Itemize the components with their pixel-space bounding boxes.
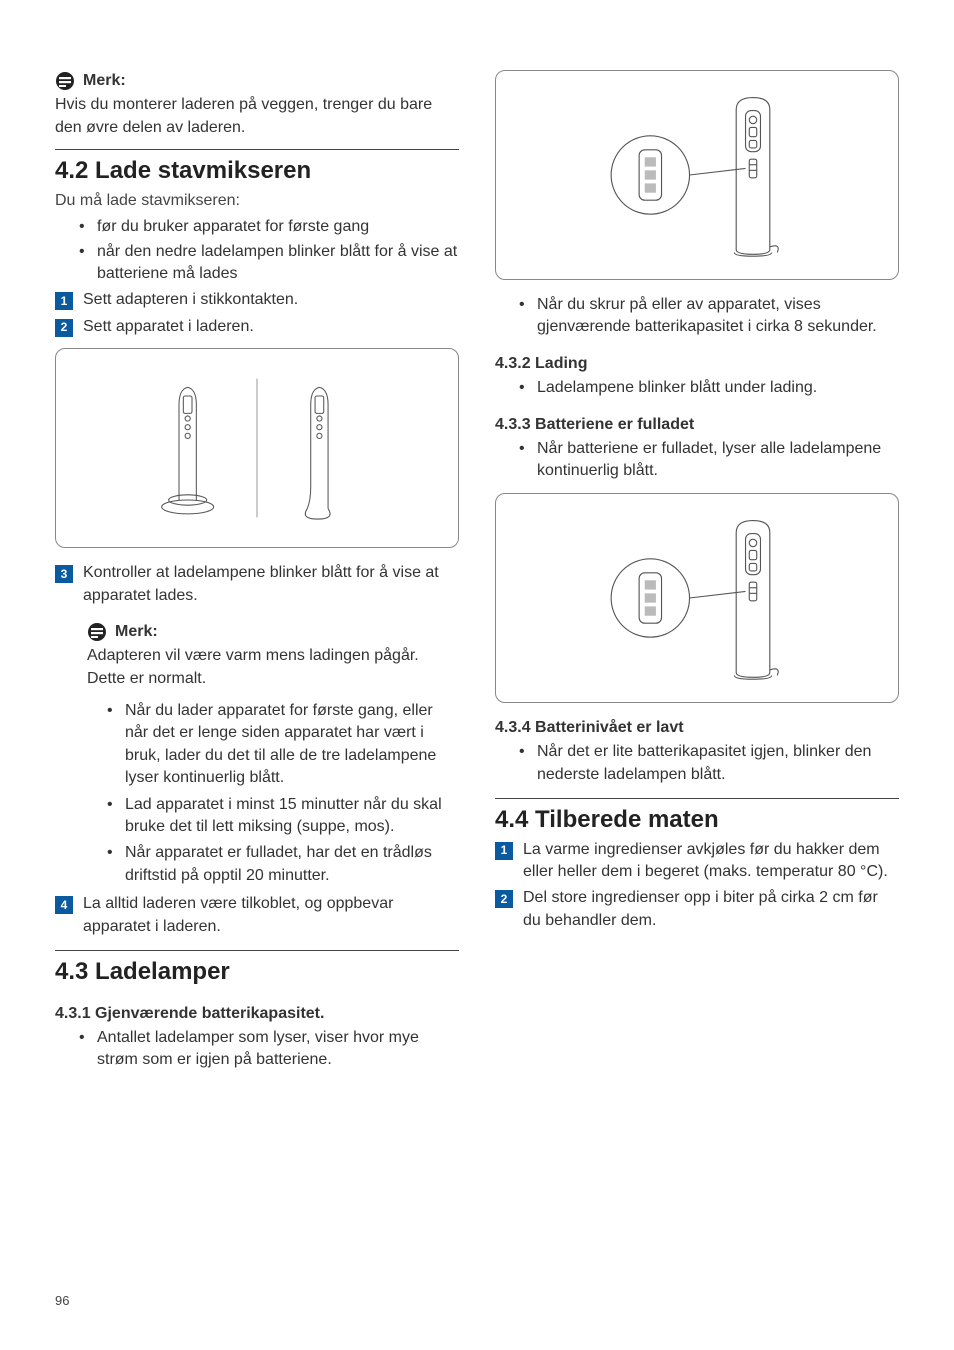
step-text: La alltid laderen være tilkoblet, og opp… [83, 893, 459, 938]
figure-battery-indicator-2 [495, 493, 899, 703]
sub-4-3-4-bullets: Når det er lite batterikapasitet igjen, … [495, 741, 899, 786]
bullet-item: Når apparatet er fulladet, har det en tr… [107, 842, 459, 887]
step-number-badge: 1 [495, 842, 513, 860]
step-4: 4 La alltid laderen være tilkoblet, og o… [55, 893, 459, 938]
note-text-1: Hvis du monterer laderen på veggen, tren… [55, 94, 459, 139]
step-2: 2 Sett apparatet i laderen. [55, 316, 459, 338]
bullet-item: Ladelampene blinker blått under lading. [519, 377, 899, 399]
note-label: Merk: [83, 70, 126, 92]
note-2-bullets: Når du lader apparatet for første gang, … [87, 700, 459, 887]
divider [55, 149, 459, 150]
page-number: 96 [55, 1292, 69, 1310]
right-top-bullets: Når du skrur på eller av apparatet, vise… [495, 294, 899, 339]
right-column: Når du skrur på eller av apparatet, vise… [495, 70, 899, 1076]
section-4-3-title: 4.3 Ladelamper [55, 955, 459, 989]
section-4-2-lead: Du må lade stavmikseren: [55, 190, 459, 212]
note-icon [55, 71, 75, 91]
note-icon [87, 622, 107, 642]
bullet-item: Når du lader apparatet for første gang, … [107, 700, 459, 790]
divider [495, 798, 899, 799]
bullet-item: Antallet ladelamper som lyser, viser hvo… [79, 1027, 459, 1072]
step-2-r: 2 Del store ingredienser opp i biter på … [495, 887, 899, 932]
sub-note-block: Merk: Adapteren vil være varm mens ladin… [87, 621, 459, 887]
step-number-badge: 2 [495, 890, 513, 908]
section-4-2-title: 4.2 Lade stavmikseren [55, 154, 459, 188]
figure-battery-indicator-1 [495, 70, 899, 280]
sub-4-3-1-bullets: Antallet ladelamper som lyser, viser hvo… [55, 1027, 459, 1072]
section-4-4-title: 4.4 Tilberede maten [495, 803, 899, 837]
sub-4-3-3-title: 4.3.3 Batteriene er fulladet [495, 414, 899, 436]
bullet-item: Lad apparatet i minst 15 minutter når du… [107, 794, 459, 839]
note-label: Merk: [115, 621, 158, 643]
left-column: Merk: Hvis du monterer laderen på veggen… [55, 70, 459, 1076]
step-1-r: 1 La varme ingredienser avkjøles før du … [495, 839, 899, 884]
step-text: Sett adapteren i stikkontakten. [83, 289, 459, 311]
bullet-item: Når det er lite batterikapasitet igjen, … [519, 741, 899, 786]
step-text: La varme ingredienser avkjøles før du ha… [523, 839, 899, 884]
sub-4-3-1-title: 4.3.1 Gjenværende batterikapasitet. [55, 1003, 459, 1025]
step-number-badge: 2 [55, 319, 73, 337]
step-text: Sett apparatet i laderen. [83, 316, 459, 338]
step-text: Kontroller at ladelampene blinker blått … [83, 562, 459, 607]
step-number-badge: 1 [55, 292, 73, 310]
step-number-badge: 4 [55, 896, 73, 914]
bullet-item: før du bruker apparatet for første gang [79, 216, 459, 238]
step-1: 1 Sett adapteren i stikkontakten. [55, 289, 459, 311]
divider [55, 950, 459, 951]
bullet-item: Når batteriene er fulladet, lyser alle l… [519, 438, 899, 483]
note-heading: Merk: [55, 70, 459, 92]
sub-4-3-2-bullets: Ladelampene blinker blått under lading. [495, 377, 899, 399]
sub-4-3-4-title: 4.3.4 Batterinivået er lavt [495, 717, 899, 739]
bullet-item: når den nedre ladelampen blinker blått f… [79, 241, 459, 286]
sub-4-3-2-title: 4.3.2 Lading [495, 353, 899, 375]
section-4-2-bullets: før du bruker apparatet for første gang … [55, 216, 459, 285]
note-heading: Merk: [87, 621, 459, 643]
bullet-item: Når du skrur på eller av apparatet, vise… [519, 294, 899, 339]
step-text: Del store ingredienser opp i biter på ci… [523, 887, 899, 932]
sub-4-3-3-bullets: Når batteriene er fulladet, lyser alle l… [495, 438, 899, 483]
step-3: 3 Kontroller at ladelampene blinker blåt… [55, 562, 459, 607]
step-number-badge: 3 [55, 565, 73, 583]
note-text-2: Adapteren vil være varm mens ladingen på… [87, 645, 459, 690]
figure-charger-placement [55, 348, 459, 548]
